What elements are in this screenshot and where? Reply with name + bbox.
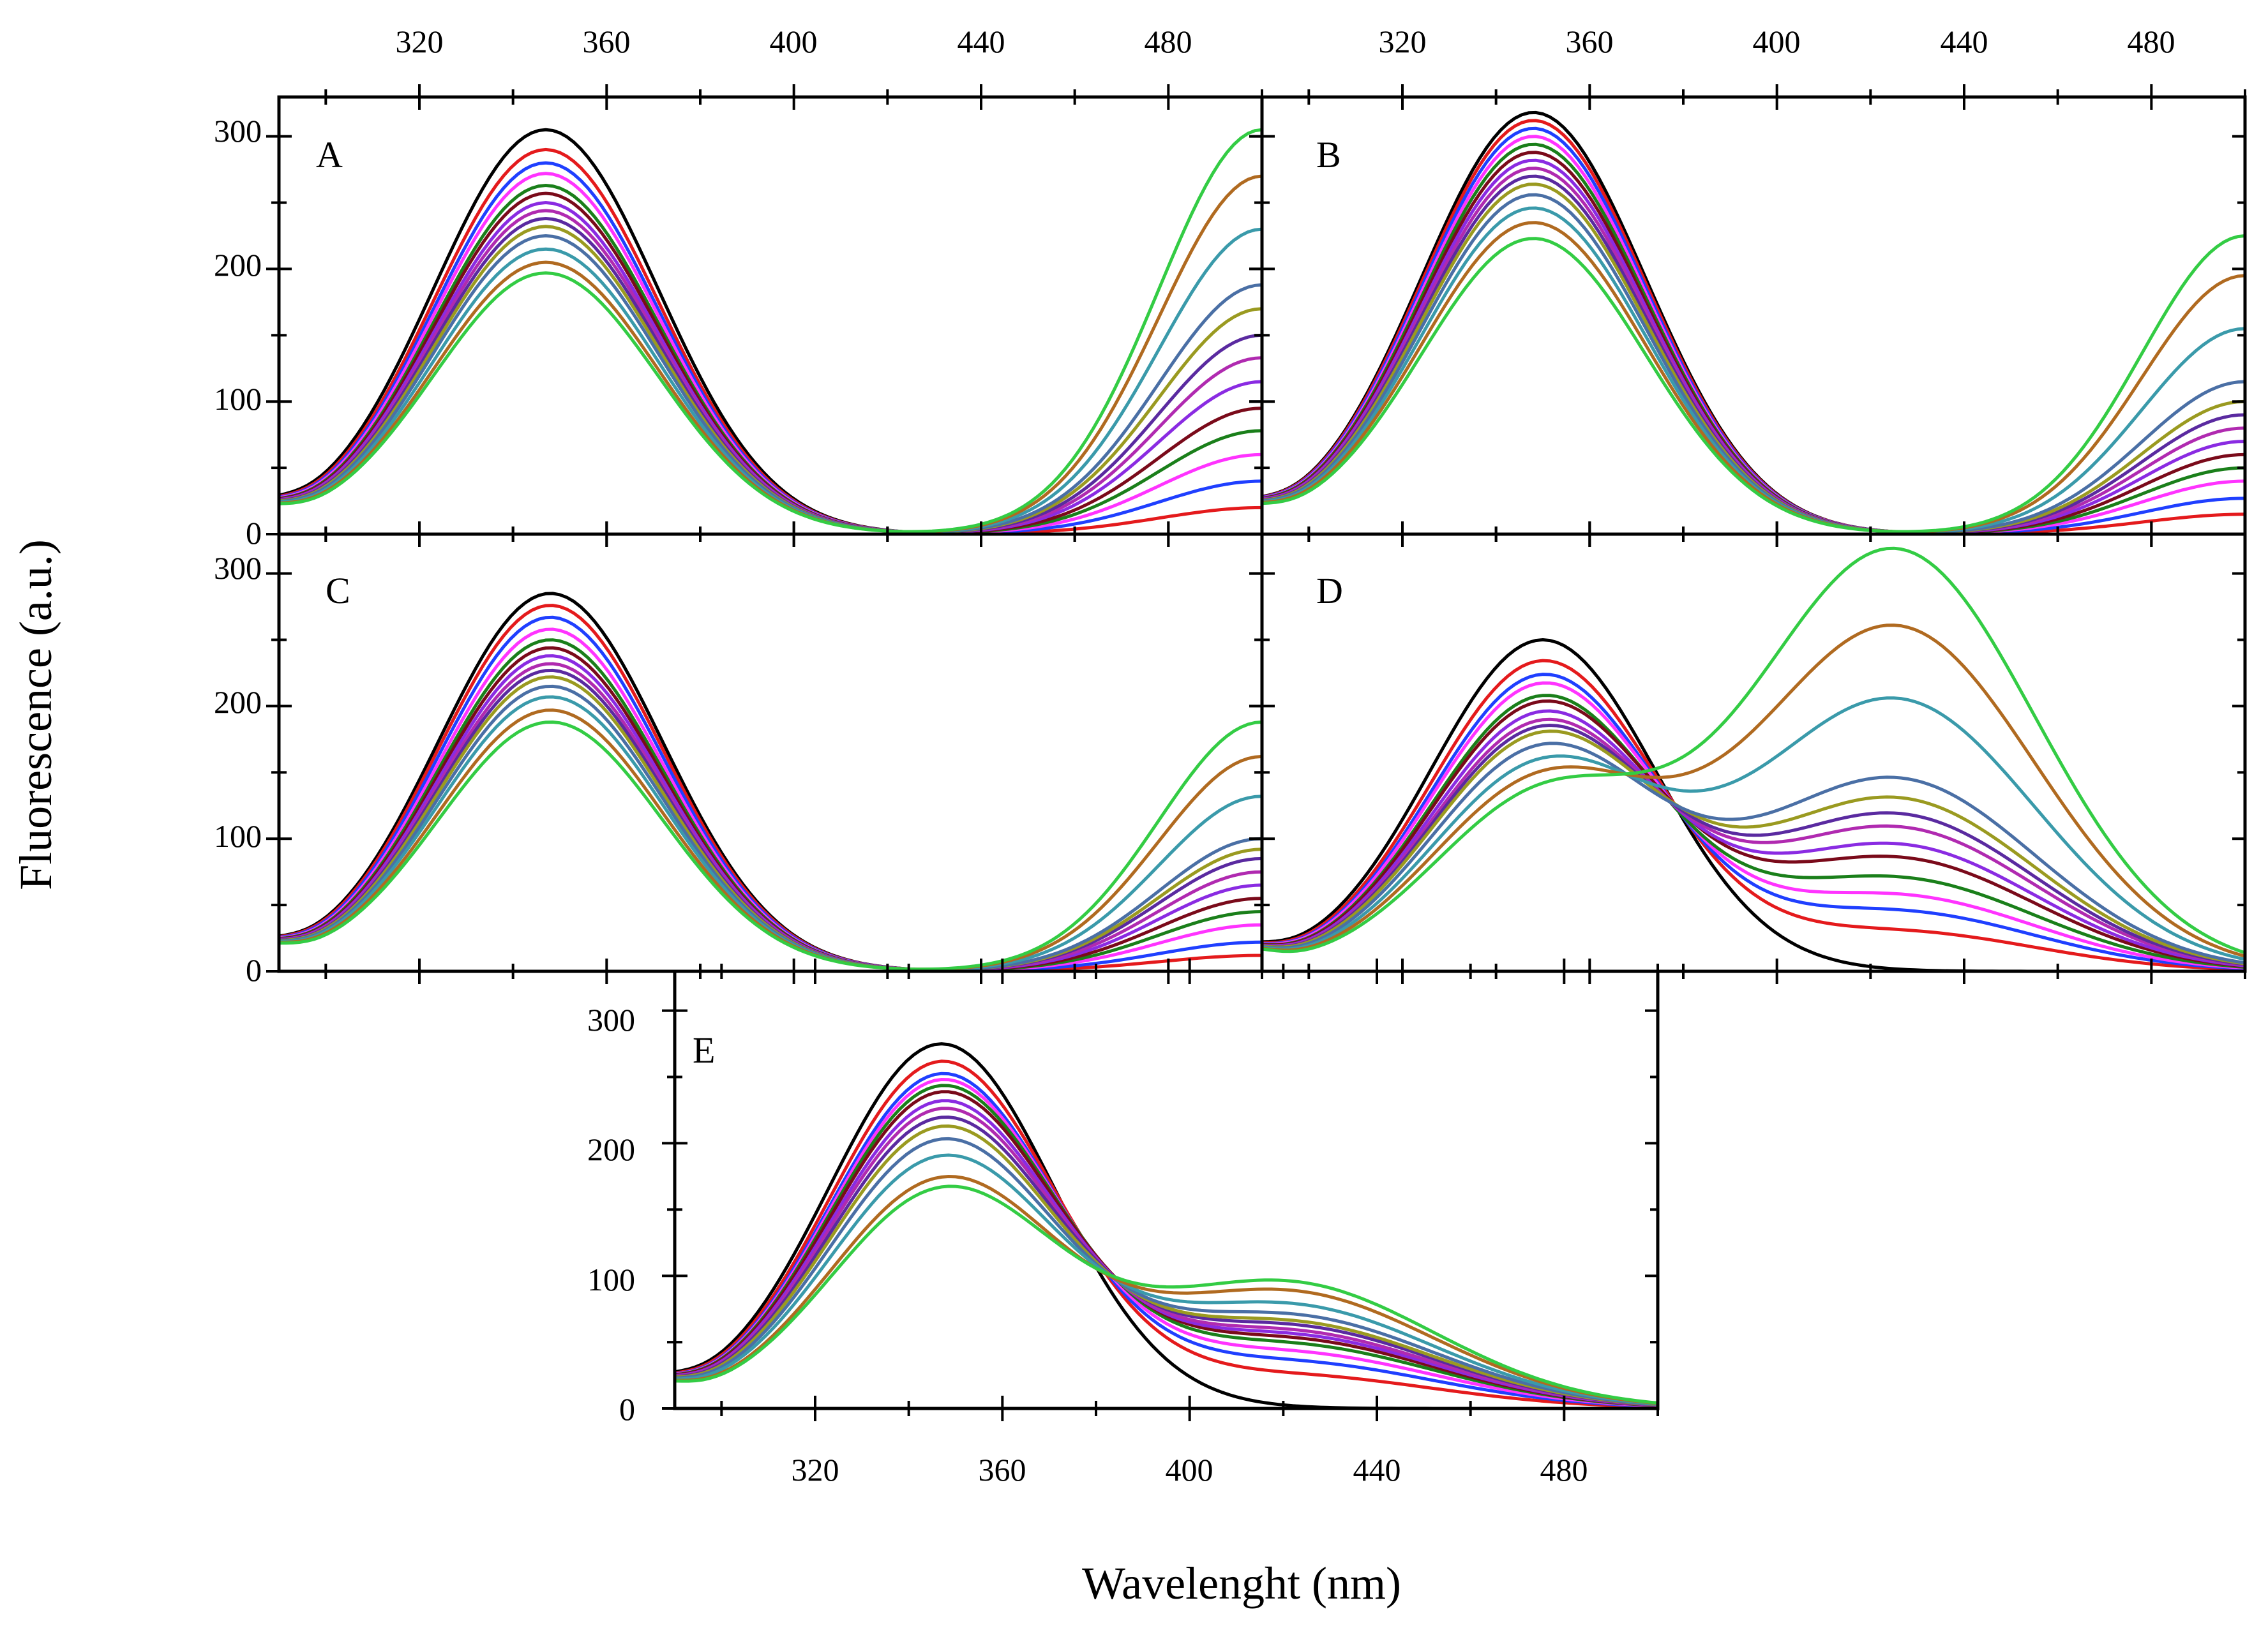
panel-a-xtick-320: 320 [396,24,444,59]
panel-b-xtick-440: 440 [1941,24,1988,59]
panel-d-series-6 [1261,699,2246,968]
panel-a-curves [278,128,1263,536]
panel-e-xtick-440: 440 [1353,1452,1401,1488]
panel-e-label: E [693,1029,715,1071]
panel-d-series-8 [1261,717,2246,967]
panel-c-series-14 [279,720,1263,971]
panel-c-y-axis: 300 200 100 0 [214,550,262,988]
panel-e-xtick-360: 360 [979,1452,1026,1488]
panel-a-ytick-0: 0 [246,515,262,551]
panel-c-frame [277,532,1264,973]
panel-e-curves [674,1042,1658,1410]
panel-d-frame [1260,532,2247,973]
panel-d-series-4 [1261,681,2246,970]
panel-b-top-x-axis: 320 360 400 440 480 [1379,24,2175,59]
panel-e-series-4 [674,1077,1658,1408]
y-axis-title: Fluorescence (a.u.) [10,539,61,890]
panel-b-xtick-400: 400 [1753,24,1801,59]
panel-e-y-axis: 300 200 100 0 [587,1002,635,1427]
panel-d-series-12 [1261,696,2246,961]
panel-a-ytick-300: 300 [214,113,262,149]
panel-b-xtick-480: 480 [2128,24,2175,59]
panel-e-series-10 [674,1124,1658,1407]
panel-e-ticks [662,959,1659,1421]
panel-d: D [1249,521,2247,984]
panel-e-xtick-320: 320 [792,1452,839,1488]
panel-d-series-10 [1261,729,2246,966]
panel-b-curves [1261,110,2246,536]
panel-d-series-3 [1261,673,2246,971]
panel-b-xtick-320: 320 [1379,24,1427,59]
x-axis-title: Wavelenght (nm) [1082,1558,1401,1609]
panel-e-ytick-300: 300 [587,1002,635,1038]
panel-e-series-3 [674,1072,1658,1408]
panel-a-xtick-440: 440 [958,24,1005,59]
panel-d-series-11 [1261,742,2246,965]
panel-a-y-axis: 300 200 100 0 [214,113,262,551]
panel-a-xtick-480: 480 [1145,24,1192,59]
panel-e-xtick-400: 400 [1166,1452,1213,1488]
panel-c-ytick-0: 0 [246,952,262,988]
panel-e-ytick-200: 200 [587,1131,635,1167]
panel-e: E 300 200 100 0 320 360 400 440 480 [587,959,1660,1488]
panel-e-series-8 [674,1107,1658,1407]
panel-e-bottom-x-axis: 320 360 400 440 480 [792,1452,1588,1488]
panel-a-top-x-axis: 320 360 400 440 480 [396,24,1192,59]
panel-a: A 300 200 100 0 320 360 400 440 480 [214,24,1264,551]
panel-d-curves [1261,546,2246,973]
panel-e-series-5 [674,1084,1658,1408]
panel-e-ytick-0: 0 [619,1391,635,1427]
panel-a-xtick-400: 400 [770,24,818,59]
panel-a-xtick-360: 360 [583,24,631,59]
panel-c-ytick-300: 300 [214,550,262,586]
panel-e-series-12 [674,1153,1658,1406]
panel-c-label: C [326,570,350,611]
panel-e-series-2 [674,1059,1658,1409]
panel-d-label: D [1316,570,1343,611]
panel-e-frame [673,969,1660,1410]
panel-a-ytick-100: 100 [214,381,262,417]
panel-e-xtick-480: 480 [1540,1452,1588,1488]
panel-c-ytick-200: 200 [214,684,262,720]
panel-b-series-13 [1261,221,2246,534]
panel-c-curves [278,592,1263,973]
panel-e-series-11 [674,1137,1658,1407]
panel-d-series-5 [1261,694,2246,969]
panel-c: C 300 200 100 0 [214,521,1264,988]
panel-d-series-13 [1261,624,2246,958]
panel-b-label: B [1316,134,1341,175]
panel-e-series-13 [674,1174,1658,1405]
panel-c-ytick-100: 100 [214,818,262,854]
panel-d-series-14 [1261,546,2246,955]
panel-a-ytick-200: 200 [214,247,262,283]
panel-b-xtick-360: 360 [1566,24,1614,59]
panel-b-series-12 [1261,206,2246,534]
panel-e-ytick-100: 100 [587,1262,635,1297]
panel-d-series-2 [1261,659,2246,971]
panel-a-series-14 [278,128,1263,534]
panel-d-series-7 [1261,709,2246,967]
panel-e-series-14 [674,1184,1658,1405]
panel-b: B 320 360 400 440 480 [1249,24,2247,547]
panel-d-series-9 [1261,723,2246,966]
panel-a-label: A [316,134,343,175]
panel-b-series-14 [1261,234,2246,534]
